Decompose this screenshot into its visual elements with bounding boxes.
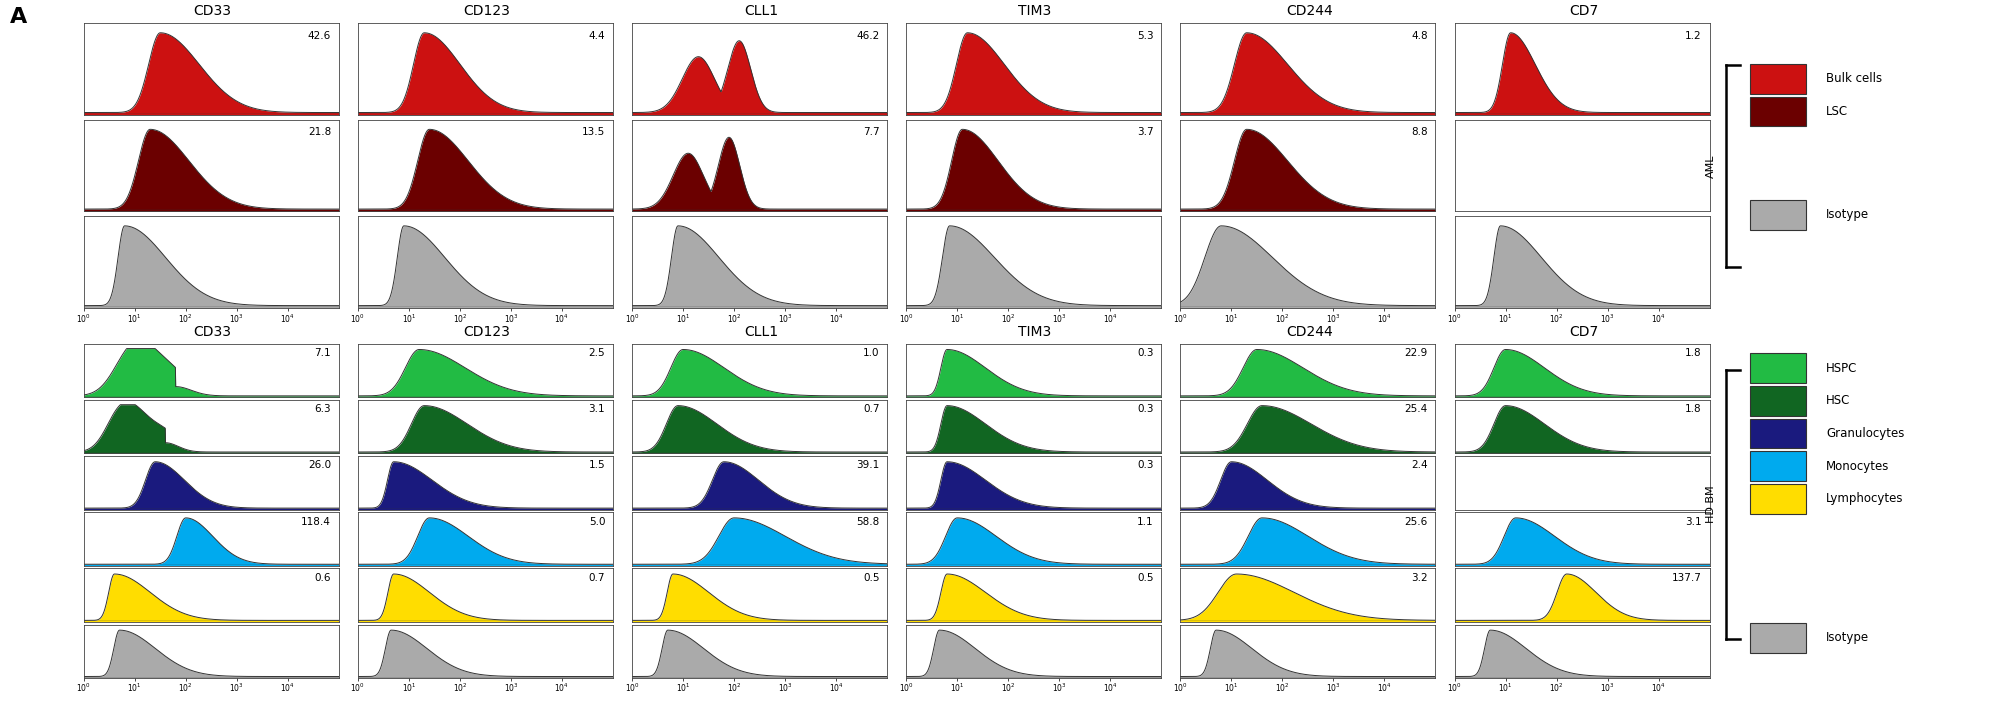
Text: 1.2: 1.2 xyxy=(1685,30,1703,40)
Text: 6.3: 6.3 xyxy=(314,404,330,414)
Text: 4.4: 4.4 xyxy=(589,30,605,40)
Text: 7.7: 7.7 xyxy=(863,127,879,137)
Text: Isotype: Isotype xyxy=(1826,208,1870,221)
Text: CD244: CD244 xyxy=(1285,4,1333,18)
Text: 1.0: 1.0 xyxy=(863,348,879,358)
Text: Monocytes: Monocytes xyxy=(1826,459,1890,473)
Text: 22.9: 22.9 xyxy=(1404,348,1428,358)
Text: 0.5: 0.5 xyxy=(863,573,879,583)
Text: 1.8: 1.8 xyxy=(1685,348,1703,358)
Text: 39.1: 39.1 xyxy=(855,460,879,471)
Text: 0.6: 0.6 xyxy=(314,573,330,583)
Text: 0.7: 0.7 xyxy=(863,404,879,414)
Text: 0.3: 0.3 xyxy=(1138,460,1154,471)
Text: CD33: CD33 xyxy=(193,4,231,18)
Text: HSPC: HSPC xyxy=(1826,362,1858,375)
Text: CD7: CD7 xyxy=(1569,4,1597,18)
Text: 3.2: 3.2 xyxy=(1410,573,1428,583)
Text: 7.1: 7.1 xyxy=(314,348,330,358)
Text: 1.5: 1.5 xyxy=(589,460,605,471)
Text: CD123: CD123 xyxy=(463,4,511,18)
Text: CD7: CD7 xyxy=(1569,325,1597,340)
Text: CD244: CD244 xyxy=(1285,325,1333,340)
Text: Bulk cells: Bulk cells xyxy=(1826,72,1882,85)
Text: 1.1: 1.1 xyxy=(1138,517,1154,527)
Text: TIM3: TIM3 xyxy=(1018,4,1052,18)
Text: 21.8: 21.8 xyxy=(308,127,330,137)
Text: 3.7: 3.7 xyxy=(1138,127,1154,137)
Text: 26.0: 26.0 xyxy=(308,460,330,471)
Text: HD BM: HD BM xyxy=(1705,486,1717,523)
Text: 4.8: 4.8 xyxy=(1410,30,1428,40)
Text: 5.3: 5.3 xyxy=(1138,30,1154,40)
Text: LSC: LSC xyxy=(1826,105,1848,118)
Text: 118.4: 118.4 xyxy=(300,517,330,527)
Text: CD123: CD123 xyxy=(463,325,511,340)
Text: 25.4: 25.4 xyxy=(1404,404,1428,414)
Text: 2.4: 2.4 xyxy=(1410,460,1428,471)
Text: HSC: HSC xyxy=(1826,394,1850,408)
Text: 1.8: 1.8 xyxy=(1685,404,1703,414)
Text: Lymphocytes: Lymphocytes xyxy=(1826,492,1903,506)
Text: Isotype: Isotype xyxy=(1826,631,1870,644)
Text: 2.5: 2.5 xyxy=(589,348,605,358)
Text: Granulocytes: Granulocytes xyxy=(1826,427,1903,440)
Text: 3.1: 3.1 xyxy=(1685,517,1703,527)
Text: 0.5: 0.5 xyxy=(1138,573,1154,583)
Text: CLL1: CLL1 xyxy=(744,325,778,340)
Text: 0.7: 0.7 xyxy=(589,573,605,583)
Text: 0.3: 0.3 xyxy=(1138,404,1154,414)
Text: TIM3: TIM3 xyxy=(1018,325,1052,340)
Text: 13.5: 13.5 xyxy=(583,127,605,137)
Text: 42.6: 42.6 xyxy=(308,30,330,40)
Text: 0.3: 0.3 xyxy=(1138,348,1154,358)
Text: CLL1: CLL1 xyxy=(744,4,778,18)
Text: 5.0: 5.0 xyxy=(589,517,605,527)
Text: 3.1: 3.1 xyxy=(589,404,605,414)
Text: CD33: CD33 xyxy=(193,325,231,340)
Text: 46.2: 46.2 xyxy=(855,30,879,40)
Text: 58.8: 58.8 xyxy=(855,517,879,527)
Text: 8.8: 8.8 xyxy=(1410,127,1428,137)
Text: 137.7: 137.7 xyxy=(1673,573,1703,583)
Text: 25.6: 25.6 xyxy=(1404,517,1428,527)
Text: AML: AML xyxy=(1705,155,1717,178)
Text: A: A xyxy=(10,7,28,27)
